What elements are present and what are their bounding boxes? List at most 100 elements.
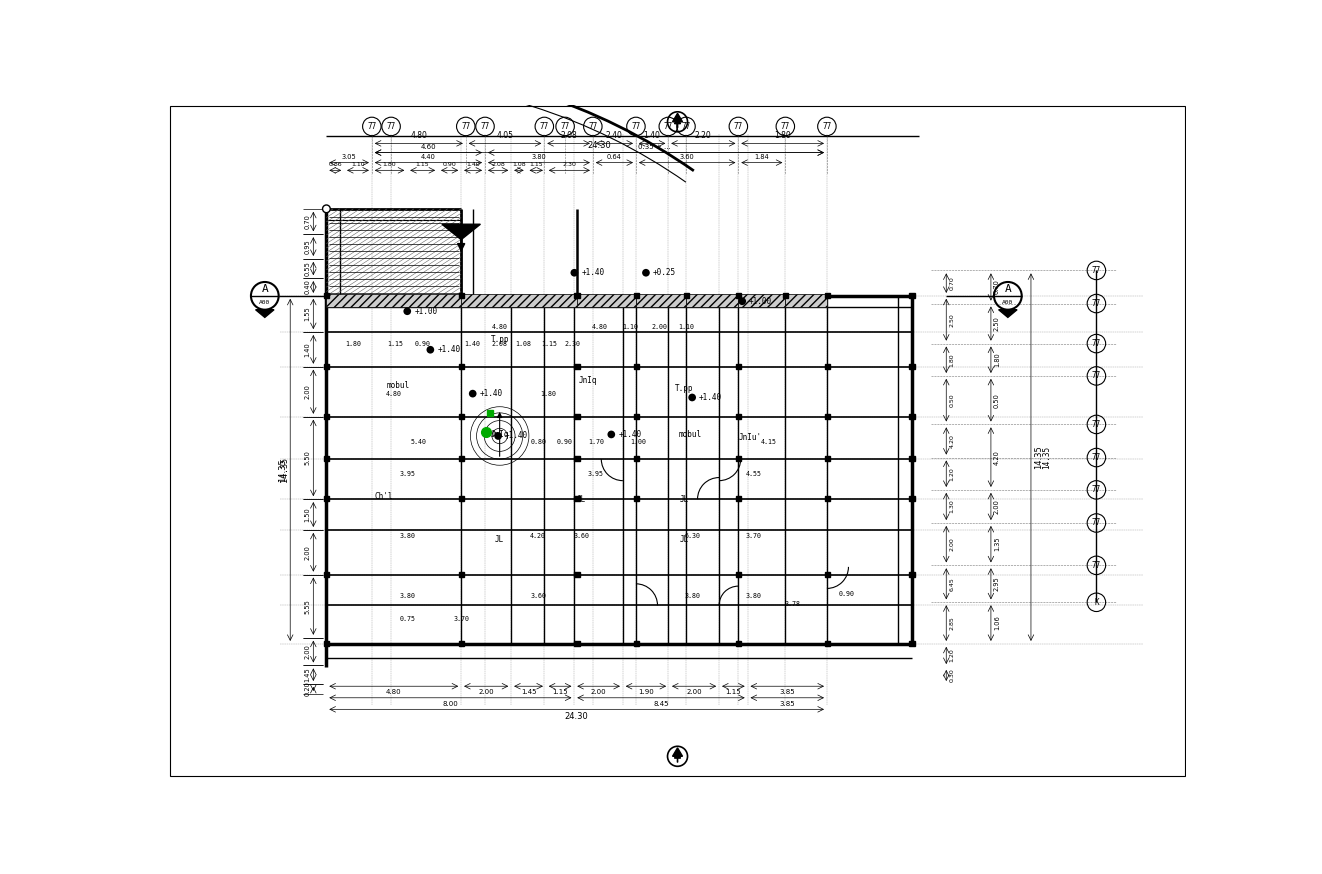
Text: 77: 77 — [386, 122, 395, 131]
Text: mobul: mobul — [386, 381, 410, 391]
Text: 3.60: 3.60 — [574, 533, 590, 539]
Text: 24.30: 24.30 — [564, 712, 588, 721]
Text: 0.80: 0.80 — [530, 439, 546, 445]
Bar — [739, 294, 785, 308]
Text: 1.30: 1.30 — [949, 500, 954, 513]
Text: JL: JL — [680, 495, 689, 503]
Text: JnIu': JnIu' — [739, 433, 761, 442]
Text: 0.90: 0.90 — [838, 591, 854, 597]
Text: 2.30: 2.30 — [562, 163, 576, 167]
Bar — [574, 496, 580, 502]
Bar — [825, 496, 830, 502]
Text: 1.20: 1.20 — [949, 649, 954, 662]
Text: 0.20: 0.20 — [304, 682, 311, 697]
Text: 2.95: 2.95 — [994, 577, 999, 591]
Text: 1.08: 1.08 — [514, 341, 530, 347]
Text: A: A — [262, 284, 268, 294]
Text: 77: 77 — [368, 122, 377, 131]
Text: 4.80: 4.80 — [592, 323, 608, 329]
Text: 2.00: 2.00 — [686, 690, 702, 696]
Text: 77: 77 — [539, 122, 549, 131]
Text: 1.08: 1.08 — [512, 163, 526, 167]
Text: 1.15: 1.15 — [726, 690, 742, 696]
Text: 1.80: 1.80 — [345, 341, 361, 347]
Text: 77: 77 — [632, 122, 641, 131]
Text: 77: 77 — [1092, 371, 1101, 380]
Text: 1.15: 1.15 — [541, 341, 557, 347]
Bar — [324, 413, 329, 419]
Bar — [324, 293, 329, 298]
Text: 0.90: 0.90 — [557, 439, 572, 445]
Text: 0.55: 0.55 — [304, 261, 311, 276]
Text: 77: 77 — [588, 122, 598, 131]
Text: 77: 77 — [561, 122, 570, 131]
Bar — [327, 294, 461, 308]
Text: 0.70: 0.70 — [304, 214, 311, 229]
Text: 1.80: 1.80 — [541, 391, 557, 397]
Text: 77: 77 — [781, 122, 791, 131]
Text: 1.06: 1.06 — [994, 615, 999, 630]
Text: +0.25: +0.25 — [653, 268, 676, 277]
Text: A00: A00 — [1002, 301, 1014, 305]
Text: Ch'l: Ch'l — [375, 491, 394, 501]
Text: 3.85: 3.85 — [780, 690, 795, 696]
Bar — [783, 293, 788, 298]
Text: 1.80: 1.80 — [949, 353, 954, 366]
Bar — [459, 641, 464, 646]
Text: 14.35: 14.35 — [278, 458, 287, 482]
Text: JL: JL — [576, 495, 586, 503]
Text: 8.00: 8.00 — [443, 701, 459, 707]
Polygon shape — [255, 309, 274, 317]
Text: 77: 77 — [480, 122, 489, 131]
Text: +1.40: +1.40 — [699, 393, 722, 402]
Text: 0.30: 0.30 — [949, 669, 954, 683]
Bar — [736, 364, 742, 369]
Bar — [574, 456, 580, 461]
Bar — [910, 572, 915, 577]
Text: 1.00: 1.00 — [631, 439, 646, 445]
Text: 2.00: 2.00 — [304, 385, 311, 399]
Text: 1.40: 1.40 — [467, 163, 480, 167]
Text: 77: 77 — [681, 122, 690, 131]
Text: 3.80: 3.80 — [531, 154, 546, 160]
Text: 1.50: 1.50 — [304, 507, 311, 522]
Text: 2.00: 2.00 — [994, 499, 999, 514]
Text: 1.40: 1.40 — [465, 341, 481, 347]
Text: 8.45: 8.45 — [653, 701, 669, 707]
Bar — [910, 413, 915, 419]
Text: 5.55: 5.55 — [304, 599, 311, 614]
Text: 5.40: 5.40 — [411, 439, 427, 445]
Text: 3.80: 3.80 — [685, 593, 701, 600]
Bar — [825, 641, 830, 646]
Text: 4.15: 4.15 — [761, 439, 777, 445]
Text: 2.08: 2.08 — [561, 131, 576, 141]
Polygon shape — [442, 225, 480, 239]
Text: 4.80: 4.80 — [410, 131, 427, 141]
Text: 0.70: 0.70 — [994, 280, 999, 295]
Bar — [636, 294, 686, 308]
Text: 3.95: 3.95 — [399, 471, 415, 477]
Bar — [686, 294, 739, 308]
Text: 4.80: 4.80 — [492, 323, 508, 329]
Text: 1.10: 1.10 — [352, 163, 365, 167]
Text: 1.55: 1.55 — [304, 307, 311, 322]
Bar — [736, 413, 742, 419]
Circle shape — [323, 205, 330, 212]
Text: 3.05: 3.05 — [342, 154, 357, 160]
Text: 4.80: 4.80 — [386, 690, 402, 696]
Text: 1.15: 1.15 — [553, 690, 568, 696]
Text: 1.40: 1.40 — [304, 342, 311, 357]
Text: 14.35: 14.35 — [1034, 445, 1043, 469]
Bar — [825, 293, 830, 298]
Text: 3.70: 3.70 — [746, 533, 761, 539]
Text: mobul: mobul — [680, 430, 702, 439]
Text: 0.75: 0.75 — [399, 616, 415, 622]
Text: 0.90: 0.90 — [443, 163, 456, 167]
Text: 2.00: 2.00 — [304, 644, 311, 659]
Bar — [459, 456, 464, 461]
Bar — [910, 456, 915, 461]
Circle shape — [427, 346, 434, 354]
Bar — [736, 456, 742, 461]
Bar — [576, 294, 636, 308]
Text: 77: 77 — [1092, 453, 1101, 462]
